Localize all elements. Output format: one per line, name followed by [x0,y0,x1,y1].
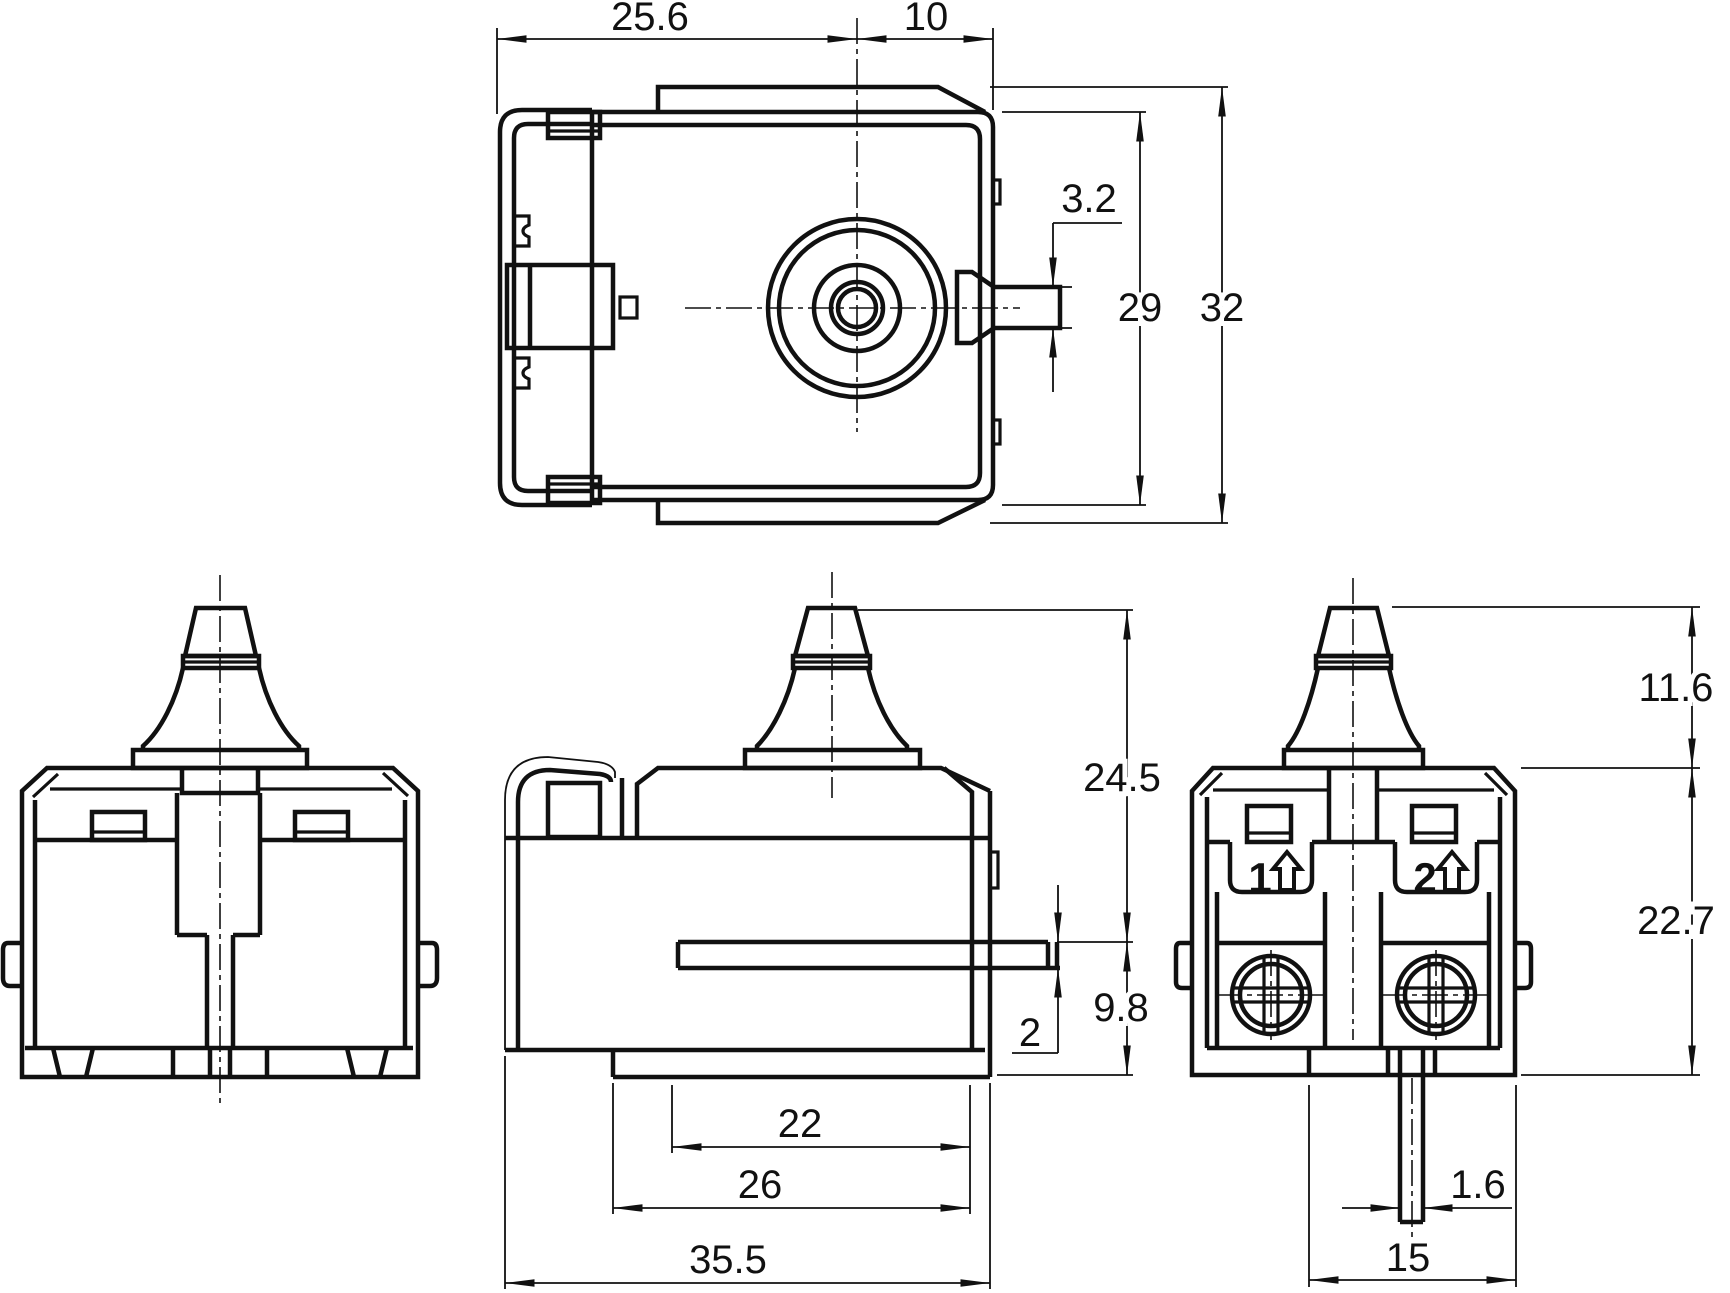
dim-label-15: 15 [1386,1236,1431,1280]
dim-2: 2 [1012,885,1062,1060]
dim-22: 22 [671,1085,971,1214]
screw-terminal-2 [1381,950,1491,1040]
front-view [0,575,440,1105]
up-arrow-icon [1433,848,1471,892]
terminal-1-label: 1 [1248,848,1306,901]
side-tab [418,940,440,989]
bottom-flange [655,497,986,526]
terminal-window [89,809,148,843]
dim-32: 32 [990,86,1249,524]
side-tab [0,940,22,989]
dim-label-11-6: 11.6 [1639,666,1714,710]
front-body [0,765,440,1080]
plunger-guide-block [504,262,616,351]
dim-label-25-6: 25.6 [611,0,689,39]
dim-label-10: 10 [904,0,949,39]
screw-terminal-1 [1216,950,1326,1040]
dim-label-35-5: 35.5 [689,1238,767,1282]
dim-label-32: 32 [1200,286,1245,330]
spring-clip [504,756,625,1050]
top-body [589,84,1002,526]
dim-11-6: 11.6 [1392,606,1718,768]
terminal-blade-end [1045,942,1060,968]
terminal-window [1244,803,1294,845]
dim-label-29: 29 [1118,286,1163,330]
dim-label-22-7: 22.7 [1637,899,1715,943]
side-view: 24.5 2 9.8 22 26 3 [504,572,1166,1289]
dim-label-22: 22 [778,1102,823,1146]
dim-26: 26 [612,1083,970,1214]
dim-24-5: 24.5 [858,609,1166,943]
dim-25-6: 25.6 [496,0,857,114]
up-arrow-icon [1268,848,1306,892]
top-view: 25.6 10 3.2 29 32 [496,0,1249,526]
plunger [130,605,310,771]
side-tab [1173,940,1192,991]
mounting-bracket [497,107,639,508]
side-tab [1515,940,1534,991]
dim-10: 10 [857,0,994,110]
terminal-recess [1227,842,1315,895]
dim-15: 15 [1308,1085,1517,1287]
dim-label-9-8: 9.8 [1093,986,1149,1030]
dim-label-1-6: 1.6 [1450,1163,1506,1207]
dim-label-26: 26 [738,1163,783,1207]
dim-label-2: 2 [1019,1011,1041,1055]
end-body [1173,765,1534,1078]
dim-9-8: 9.8 [997,942,1154,1076]
dim-label-3-2: 3.2 [1061,177,1117,221]
terminal-recess [1392,842,1480,895]
end-view: 1 2 11.6 22.7 1.6 [1173,578,1720,1287]
terminal-2-label: 2 [1413,848,1471,901]
terminal-2-number: 2 [1413,854,1436,901]
terminal-window [292,809,351,843]
side-body [505,765,1060,1080]
dim-1-6: 1.6 [1342,1158,1512,1212]
terminal-1-number: 1 [1248,854,1271,901]
dim-29: 29 [1002,111,1167,506]
top-flange [655,84,987,114]
dim-3-2: 3.2 [1049,172,1122,392]
dim-22-7: 22.7 [1521,767,1720,1076]
terminal-window [1409,803,1459,845]
dim-label-24-5: 24.5 [1083,756,1161,800]
dim-35-5: 35.5 [504,1056,991,1289]
